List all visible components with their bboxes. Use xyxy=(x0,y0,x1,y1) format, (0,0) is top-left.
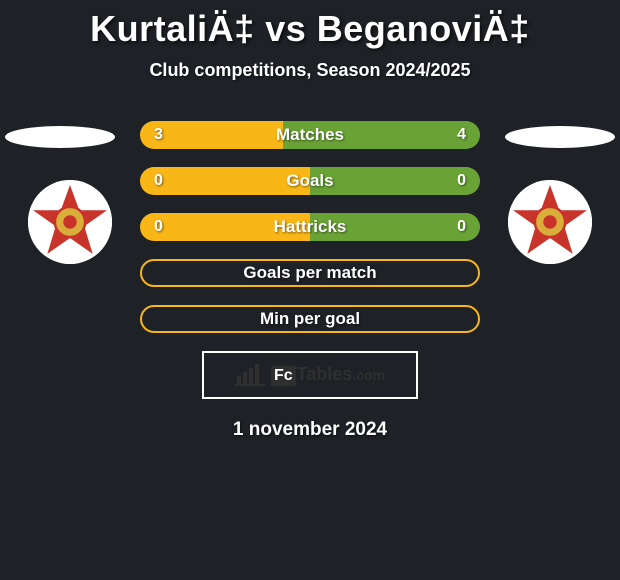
stat-right-value: 4 xyxy=(457,126,466,144)
fctables-fc: Fc xyxy=(271,366,296,386)
stat-row-matches: 3 Matches 4 xyxy=(140,121,480,149)
stat-row-goals: 0 Goals 0 xyxy=(140,167,480,195)
stat-right-value: 0 xyxy=(457,218,466,236)
stat-row-min-per-goal: Min per goal xyxy=(140,305,480,333)
subtitle: Club competitions, Season 2024/2025 xyxy=(0,60,620,81)
stat-label: Matches xyxy=(140,125,480,145)
team-left-marker xyxy=(5,126,115,148)
date-label: 1 november 2024 xyxy=(0,419,620,441)
team-right-marker xyxy=(505,126,615,148)
bar-chart-icon xyxy=(235,364,265,386)
team-left-crest xyxy=(28,180,112,264)
fctables-tables: Tables xyxy=(297,364,353,385)
stat-label: Hattricks xyxy=(140,217,480,237)
team-right-crest xyxy=(508,180,592,264)
page-title: KurtaliÄ‡ vs BeganoviÄ‡ xyxy=(0,0,620,50)
fctables-badge: Fc Tables .com xyxy=(202,351,418,399)
fctables-text: Fc Tables .com xyxy=(271,364,385,386)
stat-right-value: 0 xyxy=(457,172,466,190)
stat-row-goals-per-match: Goals per match xyxy=(140,259,480,287)
stat-label: Goals xyxy=(140,171,480,191)
stat-row-hattricks: 0 Hattricks 0 xyxy=(140,213,480,241)
fctables-suffix: .com xyxy=(352,367,385,383)
